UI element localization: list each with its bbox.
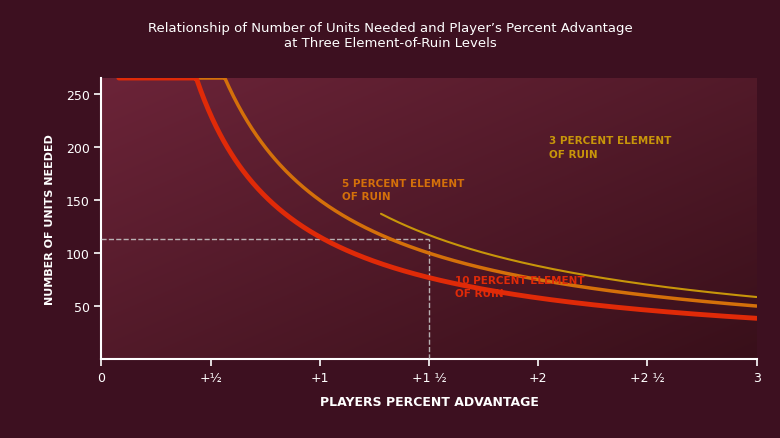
Text: 5 PERCENT ELEMENT
OF RUIN: 5 PERCENT ELEMENT OF RUIN [342,178,464,201]
Y-axis label: NUMBER OF UNITS NEEDED: NUMBER OF UNITS NEEDED [44,134,55,304]
X-axis label: PLAYERS PERCENT ADVANTAGE: PLAYERS PERCENT ADVANTAGE [320,395,538,408]
Text: 3 PERCENT ELEMENT
OF RUIN: 3 PERCENT ELEMENT OF RUIN [549,136,672,159]
Text: Relationship of Number of Units Needed and Player’s Percent Advantage
at Three E: Relationship of Number of Units Needed a… [147,22,633,50]
Text: 10 PERCENT ELEMENT
OF RUIN: 10 PERCENT ELEMENT OF RUIN [456,276,585,299]
